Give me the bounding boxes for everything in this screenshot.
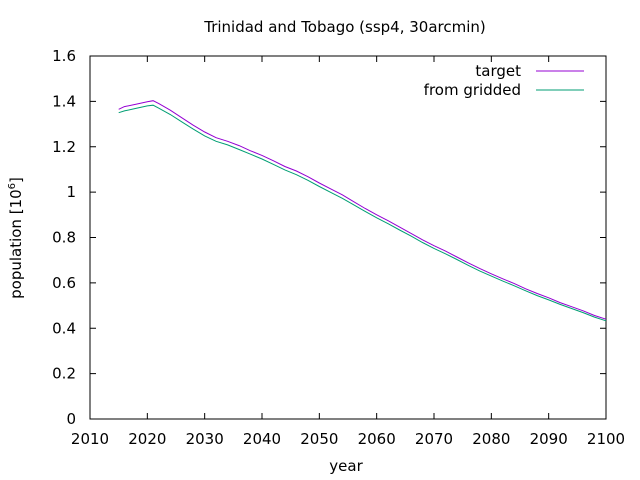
y-axis-label-main: population [10	[7, 189, 25, 299]
y-tick-label: 0.8	[52, 229, 76, 247]
legend-label: target	[475, 62, 521, 80]
y-tick-label: 0	[66, 410, 76, 428]
x-tick-label: 2100	[587, 430, 625, 448]
y-axis-label-close: ]	[7, 177, 25, 183]
x-tick-label: 2070	[415, 430, 453, 448]
series-line-0	[118, 100, 607, 320]
y-tick-label: 1.2	[52, 138, 76, 156]
y-tick-label: 1.6	[52, 47, 76, 65]
plot-frame	[89, 55, 607, 420]
x-tick-label: 2020	[128, 430, 166, 448]
y-tick-label: 1.4	[52, 92, 76, 110]
x-tick-label: 2010	[71, 430, 109, 448]
chart-title: Trinidad and Tobago (ssp4, 30arcmin)	[203, 18, 486, 36]
y-axis-label: population [106]	[7, 177, 25, 299]
series-line-1	[118, 104, 607, 322]
x-tick-label: 2080	[472, 430, 510, 448]
x-axis-label: year	[329, 457, 363, 475]
legend-label: from gridded	[424, 81, 521, 99]
x-tick-label: 2030	[186, 430, 224, 448]
y-tick-label: 1	[66, 183, 76, 201]
series-lines	[118, 100, 607, 322]
y-tick-label: 0.4	[52, 319, 76, 337]
axis-ticks: 2010 2020 2030 2040 2050 2060 2070 2080 2090 2100…	[52, 47, 625, 448]
x-tick-label: 2040	[243, 430, 281, 448]
x-tick-label: 2090	[530, 430, 568, 448]
x-tick-label: 2060	[358, 430, 396, 448]
y-tick-label: 0.6	[52, 274, 76, 292]
x-tick-label: 2050	[300, 430, 338, 448]
y-tick-label: 0.2	[52, 365, 76, 383]
y-axis-label-exponent: 6	[7, 183, 18, 189]
